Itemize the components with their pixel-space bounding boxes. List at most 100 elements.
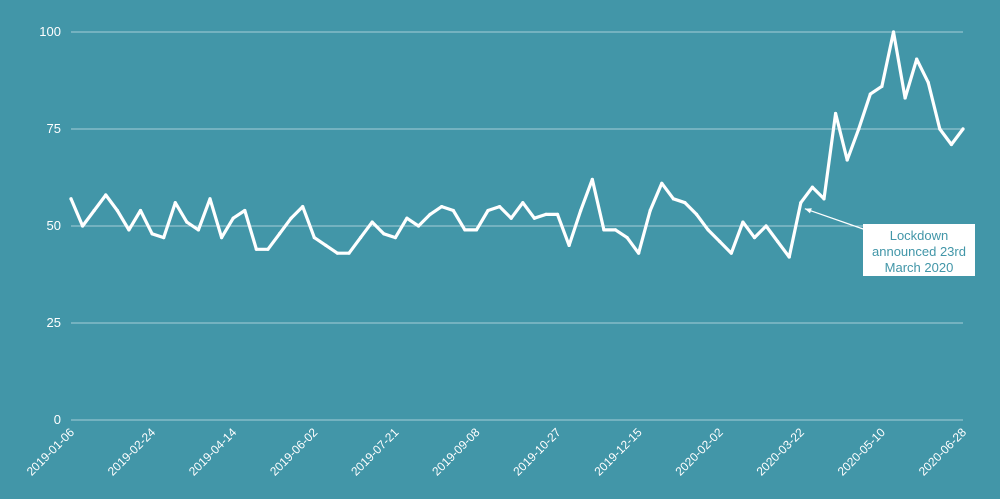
x-tick-label: 2020-05-10: [835, 425, 889, 479]
data-point: [579, 208, 583, 213]
data-point: [683, 201, 687, 205]
y-tick-label: 50: [47, 218, 61, 233]
data-point: [776, 239, 780, 244]
x-tick-label: 2019-10-27: [510, 425, 564, 479]
data-point: [277, 232, 282, 236]
data-point: [706, 228, 710, 232]
data-point: [486, 208, 490, 213]
x-tick-label: 2020-06-28: [916, 425, 970, 479]
data-point: [254, 247, 258, 251]
data-point: [567, 243, 571, 247]
data-point: [810, 185, 815, 189]
annotation-line-2: announced 23rd: [872, 244, 966, 259]
series-line: [69, 30, 965, 259]
data-point: [799, 201, 803, 205]
data-point: [127, 228, 131, 232]
annotation-line-3: March 2020: [884, 260, 954, 275]
data-point: [845, 158, 849, 162]
data-point: [833, 111, 838, 116]
data-point: [219, 236, 224, 240]
data-point: [138, 208, 143, 213]
data-point: [289, 216, 293, 220]
x-axis-ticks: 2019-01-06 2019-02-24 2019-04-14 2019-06-02…: [24, 425, 970, 479]
annotation-box: Lockdown announced 23rd March 2020: [863, 224, 975, 276]
data-point: [637, 251, 641, 255]
data-point: [648, 208, 652, 213]
data-point: [80, 224, 85, 228]
x-tick-label: 2019-01-06: [24, 425, 78, 479]
data-point: [926, 80, 930, 85]
data-point: [938, 127, 942, 131]
x-tick-label: 2019-04-14: [186, 425, 240, 479]
annotation-leader-line: [804, 208, 867, 231]
data-point: [729, 251, 733, 255]
data-point: [718, 239, 722, 244]
data-point: [416, 224, 421, 228]
data-point: [428, 212, 432, 216]
y-axis-ticks: 0 25 50 75 100: [39, 24, 61, 427]
data-point: [405, 216, 409, 220]
data-point: [104, 193, 108, 197]
data-point: [92, 208, 96, 213]
data-point: [196, 228, 201, 232]
data-point: [555, 212, 560, 216]
x-tick-label: 2019-12-15: [591, 425, 645, 479]
data-point: [613, 228, 618, 232]
y-tick-label: 25: [47, 315, 61, 330]
annotation-line-1: Lockdown: [889, 228, 949, 243]
data-point: [590, 177, 594, 182]
data-point: [243, 208, 247, 213]
data-point: [69, 197, 73, 201]
data-point: [694, 212, 699, 216]
x-tick-label: 2019-09-08: [429, 425, 483, 479]
data-point: [521, 201, 525, 205]
data-point: [359, 236, 363, 240]
data-point: [949, 142, 954, 147]
x-tick-label: 2019-07-21: [348, 425, 402, 479]
data-point: [185, 220, 189, 224]
data-point: [509, 216, 513, 220]
y-tick-label: 100: [39, 24, 61, 39]
data-point: [115, 208, 119, 213]
data-point: [463, 228, 467, 232]
data-point: [440, 205, 444, 209]
data-point: [347, 251, 351, 255]
data-point: [822, 197, 826, 201]
data-point: [891, 30, 896, 34]
data-point: [370, 220, 374, 224]
series-group: [69, 30, 965, 259]
x-tick-label: 2020-02-02: [673, 425, 727, 479]
data-point: [671, 197, 675, 201]
data-point: [857, 127, 861, 131]
annotation-arrowhead: [804, 208, 812, 214]
data-point: [903, 96, 907, 100]
data-point: [266, 247, 270, 251]
data-point: [324, 243, 328, 247]
data-point: [532, 216, 536, 220]
data-point: [312, 236, 316, 240]
data-point: [787, 255, 791, 259]
data-point: [393, 236, 397, 240]
data-point: [451, 208, 455, 213]
data-point: [625, 236, 629, 240]
data-point: [660, 181, 664, 185]
data-point: [961, 127, 965, 131]
data-point: [764, 224, 768, 228]
data-point: [868, 92, 872, 96]
data-point: [880, 84, 884, 88]
y-tick-label: 75: [47, 121, 61, 136]
x-tick-label: 2019-02-24: [105, 425, 159, 479]
data-point: [150, 232, 154, 236]
data-point: [915, 57, 919, 61]
data-point: [382, 232, 386, 236]
x-tick-label: 2019-06-02: [267, 425, 321, 479]
x-tick-label: 2020-03-22: [754, 425, 808, 479]
y-tick-label: 0: [54, 412, 61, 427]
data-point: [474, 228, 479, 232]
data-point: [602, 228, 606, 232]
annotation-pointer: [804, 208, 867, 231]
data-point: [301, 205, 305, 209]
gridlines: [71, 31, 963, 421]
data-point: [173, 201, 177, 205]
